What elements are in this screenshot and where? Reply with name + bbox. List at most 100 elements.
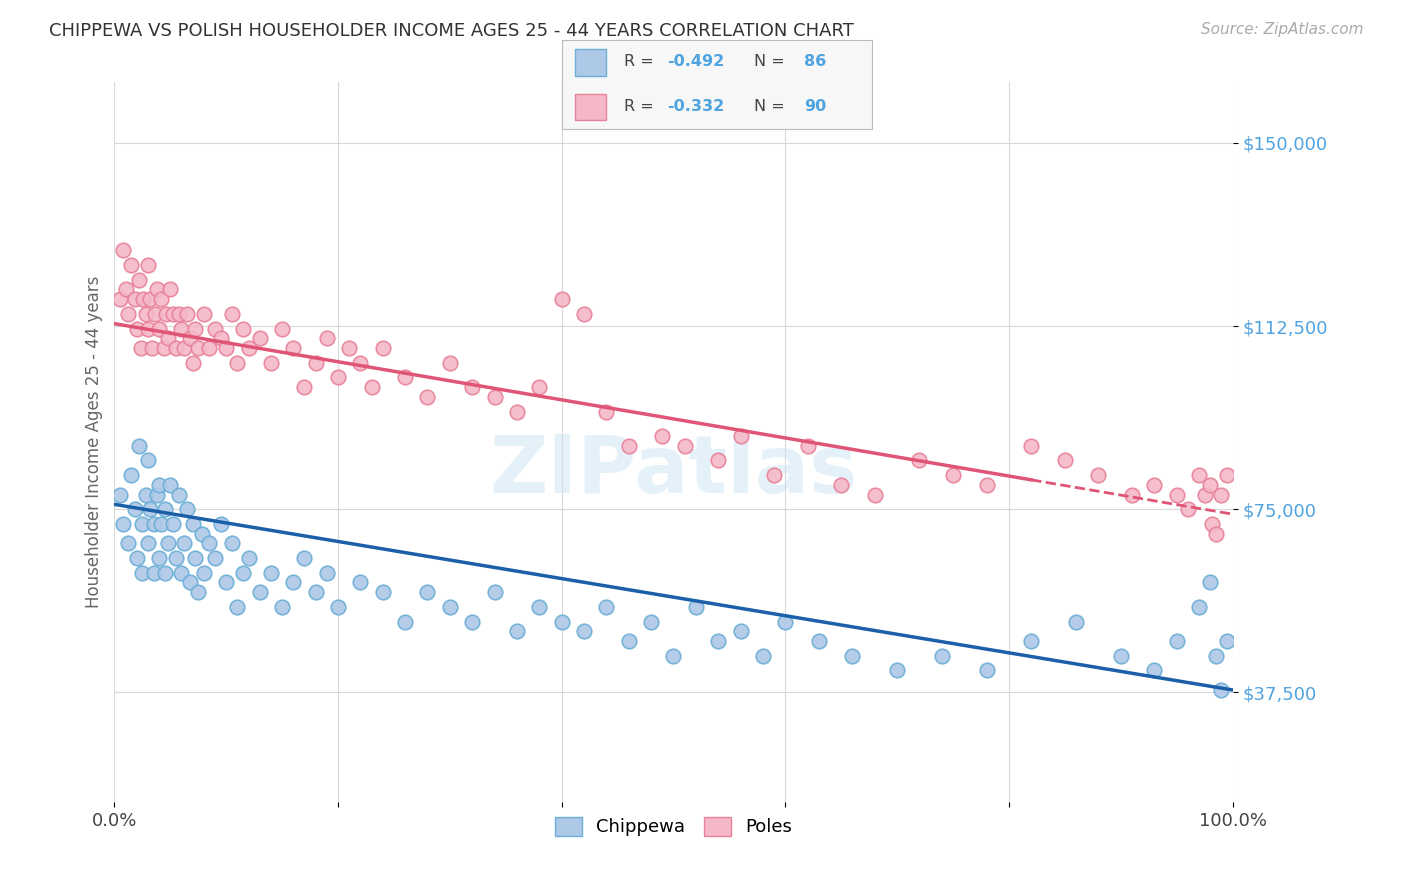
Point bbox=[1216, 634, 1239, 648]
Point bbox=[1053, 453, 1076, 467]
Point bbox=[360, 380, 382, 394]
Point bbox=[128, 439, 150, 453]
Point bbox=[294, 380, 316, 394]
Point bbox=[461, 380, 484, 394]
Point bbox=[830, 478, 852, 492]
Point bbox=[271, 321, 294, 335]
Bar bbox=[575, 94, 606, 120]
Point bbox=[143, 307, 166, 321]
Point bbox=[131, 516, 153, 531]
Point bbox=[1216, 468, 1239, 483]
Point bbox=[550, 292, 572, 306]
Point bbox=[131, 566, 153, 580]
Point bbox=[198, 536, 221, 550]
Point bbox=[1177, 502, 1199, 516]
Point bbox=[461, 615, 484, 629]
Point bbox=[136, 258, 159, 272]
Point bbox=[167, 307, 190, 321]
Point bbox=[108, 487, 131, 501]
Point bbox=[173, 536, 195, 550]
Point bbox=[1205, 526, 1227, 541]
Point bbox=[179, 331, 201, 345]
Point bbox=[1201, 516, 1223, 531]
Point bbox=[184, 321, 207, 335]
Point bbox=[1019, 634, 1042, 648]
Point bbox=[349, 356, 371, 370]
Point bbox=[529, 599, 551, 614]
Point bbox=[673, 439, 696, 453]
Point bbox=[153, 502, 176, 516]
Point bbox=[204, 321, 226, 335]
Point bbox=[114, 283, 136, 297]
Point bbox=[1199, 478, 1222, 492]
Point bbox=[238, 341, 260, 355]
Point bbox=[181, 356, 204, 370]
Point bbox=[315, 331, 337, 345]
Point bbox=[128, 273, 150, 287]
Text: 86: 86 bbox=[804, 54, 825, 70]
Text: 90: 90 bbox=[804, 99, 825, 114]
Point bbox=[1166, 487, 1188, 501]
Point bbox=[337, 341, 360, 355]
Point bbox=[484, 585, 506, 599]
Point bbox=[157, 331, 180, 345]
Point bbox=[707, 634, 730, 648]
Text: -0.492: -0.492 bbox=[668, 54, 725, 70]
Point bbox=[394, 370, 416, 384]
Point bbox=[506, 404, 529, 418]
Point bbox=[1019, 439, 1042, 453]
Point bbox=[162, 307, 184, 321]
Point bbox=[157, 536, 180, 550]
Point bbox=[125, 551, 148, 566]
Point bbox=[506, 624, 529, 639]
Point bbox=[221, 307, 243, 321]
Point bbox=[305, 585, 328, 599]
Point bbox=[148, 478, 170, 492]
Bar bbox=[575, 49, 606, 76]
Point bbox=[730, 624, 752, 639]
Point bbox=[1188, 599, 1211, 614]
Point bbox=[226, 599, 249, 614]
Point bbox=[550, 615, 572, 629]
Point bbox=[198, 341, 221, 355]
Point bbox=[1205, 648, 1227, 663]
Point bbox=[165, 341, 187, 355]
Point bbox=[807, 634, 830, 648]
Y-axis label: Householder Income Ages 25 - 44 years: Householder Income Ages 25 - 44 years bbox=[86, 276, 103, 608]
Point bbox=[232, 321, 254, 335]
Text: N =: N = bbox=[754, 54, 790, 70]
Point bbox=[763, 468, 786, 483]
Point bbox=[148, 321, 170, 335]
Point bbox=[326, 370, 349, 384]
Point bbox=[193, 566, 215, 580]
Point bbox=[179, 575, 201, 590]
Point bbox=[170, 321, 193, 335]
Point bbox=[170, 566, 193, 580]
Point bbox=[976, 478, 998, 492]
Point bbox=[572, 624, 595, 639]
Point bbox=[1211, 487, 1233, 501]
Point bbox=[1199, 575, 1222, 590]
Point bbox=[165, 551, 187, 566]
Point bbox=[153, 566, 176, 580]
Point bbox=[117, 536, 139, 550]
Point bbox=[283, 575, 305, 590]
Point bbox=[271, 599, 294, 614]
Point bbox=[439, 599, 461, 614]
Point bbox=[142, 516, 165, 531]
Point bbox=[148, 551, 170, 566]
Point bbox=[120, 468, 142, 483]
Point bbox=[135, 487, 157, 501]
Point bbox=[1121, 487, 1143, 501]
Point bbox=[931, 648, 953, 663]
Point bbox=[150, 516, 173, 531]
Point bbox=[305, 356, 328, 370]
Point bbox=[249, 585, 271, 599]
Point bbox=[221, 536, 243, 550]
Point bbox=[176, 502, 198, 516]
Point bbox=[942, 468, 965, 483]
Point bbox=[371, 585, 394, 599]
Point bbox=[193, 307, 215, 321]
Point bbox=[187, 341, 209, 355]
Point bbox=[125, 321, 148, 335]
